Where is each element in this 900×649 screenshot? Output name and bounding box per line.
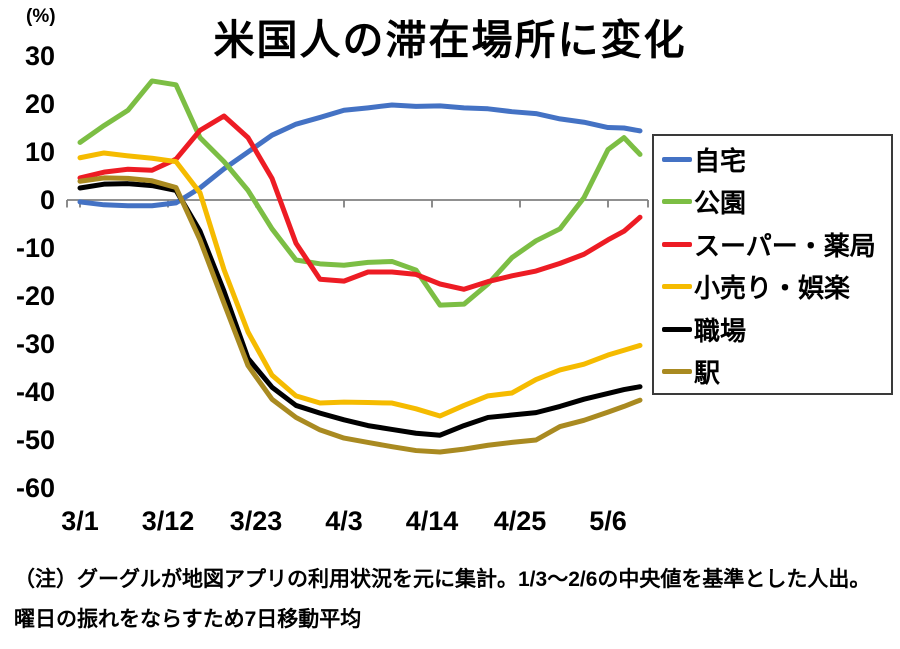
footnote: （注）グーグルが地図アプリの利用状況を元に集計。1/3〜2/6の中央値を基準とし…	[14, 568, 871, 632]
line-workplace	[77, 181, 643, 438]
legend-item-station: 駅	[662, 351, 891, 394]
x-axis-label: 3/1	[61, 506, 99, 536]
legend-item-home: 自宅	[662, 138, 891, 181]
legend-label-retail-entertainment: 小売り・娯楽	[694, 273, 851, 304]
legend-label-super-pharmacy: スーパー・薬局	[694, 230, 876, 261]
home-line-swatch	[662, 156, 692, 162]
y-axis-label: -30	[15, 329, 55, 359]
x-axis-label: 4/3	[325, 506, 363, 536]
legend-item-park: 公園	[662, 181, 891, 224]
chart-title: 米国人の滞在場所に変化	[213, 17, 687, 63]
line-park	[77, 78, 643, 308]
retail-entertainment-line-swatch	[662, 284, 692, 290]
y-axis-unit-label: (%)	[26, 6, 56, 27]
y-axis-label: 0	[39, 185, 55, 215]
park-line-swatch	[662, 199, 692, 205]
station-line-swatch	[662, 369, 692, 375]
legend-label-park: 公園	[694, 188, 747, 219]
legend-label-workplace: 職場	[694, 315, 747, 346]
y-axis-label: -60	[15, 473, 55, 503]
y-axis-label: -50	[15, 425, 55, 455]
y-axis-label: -40	[15, 377, 55, 407]
legend-label-home: 自宅	[694, 145, 747, 176]
super-pharmacy-line-swatch	[662, 241, 692, 247]
line-retail-entertainment	[77, 150, 643, 419]
y-axis-label: 30	[24, 41, 55, 71]
y-axis-label: -10	[15, 233, 55, 263]
x-axis-label: 5/6	[589, 506, 627, 536]
legend-item-retail-entertainment: 小売り・娯楽	[662, 266, 891, 309]
legend-box: 自宅 公園 スーパー・薬局 小売り・娯楽 職場 駅	[652, 134, 893, 395]
x-axis-label: 4/14	[405, 506, 459, 536]
line-station	[77, 175, 643, 455]
legend-item-workplace: 職場	[662, 308, 891, 351]
x-axis-label: 3/23	[229, 506, 283, 536]
y-axis-label: 10	[24, 137, 55, 167]
line-home	[77, 102, 643, 209]
legend-item-super-pharmacy: スーパー・薬局	[662, 223, 891, 266]
x-axis-label: 3/12	[141, 506, 195, 536]
y-axis-label: 20	[24, 89, 55, 119]
workplace-line-swatch	[662, 326, 692, 332]
x-axis-label: 4/25	[493, 506, 547, 536]
y-axis-label: -20	[15, 281, 55, 311]
legend-label-station: 駅	[694, 358, 721, 389]
